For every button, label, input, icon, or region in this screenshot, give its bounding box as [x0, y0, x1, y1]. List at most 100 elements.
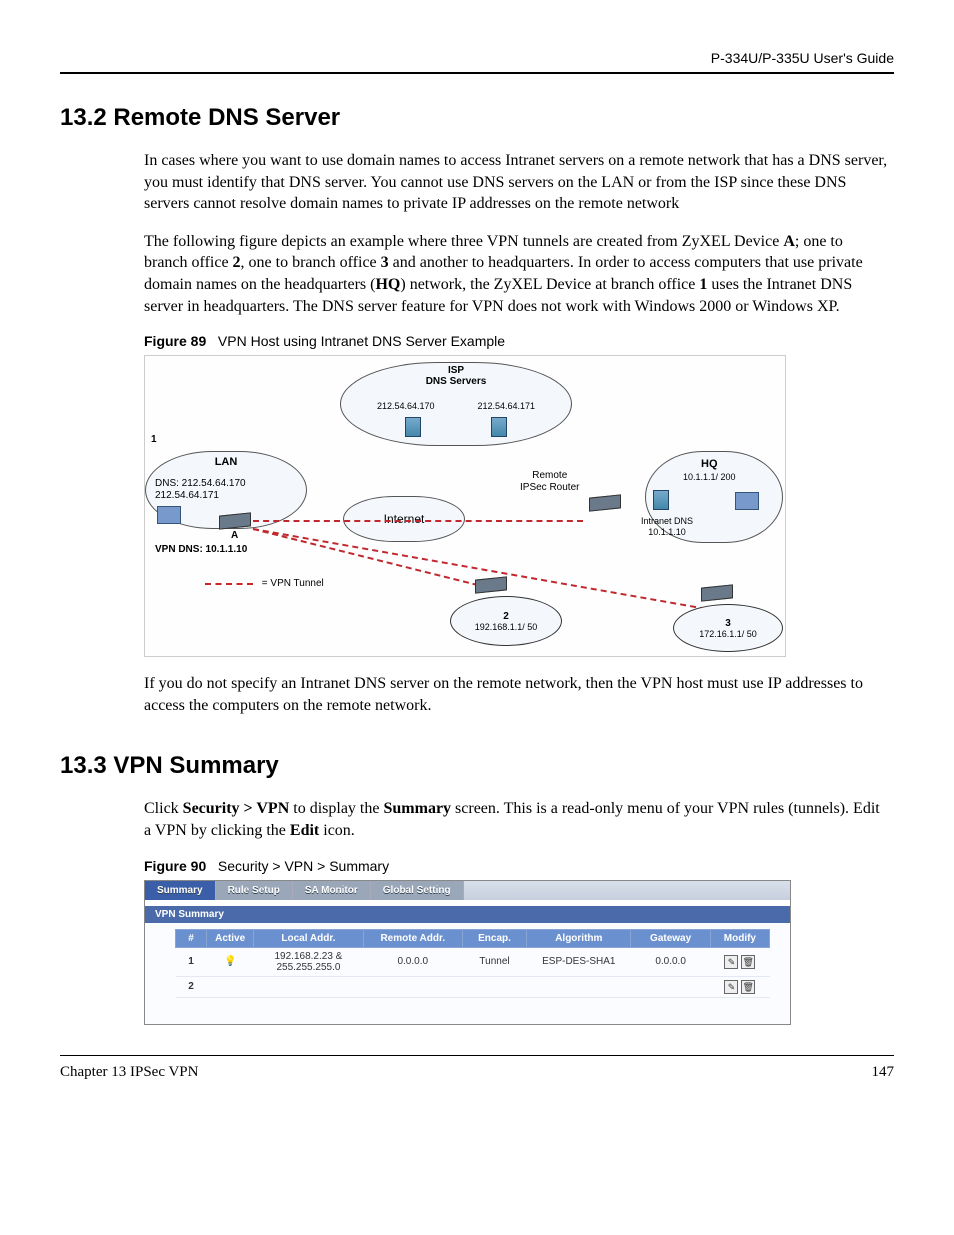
remote-t2: IPSec Router [520, 482, 579, 493]
sec132-para1: In cases where you want to use domain na… [144, 150, 890, 215]
ip-two: 192.168.1.1/ 50 [475, 622, 538, 632]
legend-swatch [205, 583, 253, 585]
node-2-ellipse: 2 192.168.1.1/ 50 [450, 596, 562, 646]
col-num: # [176, 929, 207, 947]
b: HQ [375, 276, 400, 293]
lan-title: LAN [146, 456, 306, 468]
vpn-tunnel-legend: = VPN Tunnel [205, 578, 324, 590]
fig89-text: VPN Host using Intranet DNS Server Examp… [218, 333, 505, 349]
remote-t1: Remote [532, 470, 567, 481]
cell-local: 192.168.2.23 & 255.255.255.0 [254, 947, 363, 976]
b: 3 [381, 254, 389, 271]
t: , one to branch office [241, 254, 381, 271]
footer-page: 147 [872, 1064, 895, 1081]
lan-pc-icon [157, 506, 181, 524]
cell-modify: ✎ 🗑 [710, 947, 769, 976]
footer: Chapter 13 IPSec VPN 147 [60, 1064, 894, 1081]
col-local: Local Addr. [254, 929, 363, 947]
remote-router-icon [589, 494, 621, 511]
node-3-ellipse: 3 172.16.1.1/ 50 [673, 604, 783, 652]
col-gateway: Gateway [631, 929, 710, 947]
footer-chapter: Chapter 13 IPSec VPN [60, 1064, 198, 1081]
fig89-label: Figure 89 [144, 333, 206, 349]
router-2-icon [475, 576, 507, 593]
isp-sub: DNS Servers [341, 376, 571, 387]
edit-icon[interactable]: ✎ [724, 980, 738, 994]
label-two: 2 [503, 611, 509, 622]
cell-modify: ✎ 🗑 [710, 976, 769, 997]
sec133-para1: Click Security > VPN to display the Summ… [144, 798, 890, 841]
tunnel-line-hq [253, 520, 583, 522]
sec132-para2: The following figure depicts an example … [144, 231, 890, 317]
figure-89-diagram: ISP DNS Servers 212.54.64.170 212.54.64.… [144, 355, 786, 657]
label-three: 3 [725, 618, 731, 629]
section-13-2-heading: 13.2 Remote DNS Server [60, 104, 894, 132]
vpn-table-area: # Active Local Addr. Remote Addr. Encap.… [145, 923, 790, 1024]
hq-pc-icon [735, 492, 759, 510]
sec132-para3: If you do not specify an Intranet DNS se… [144, 673, 890, 716]
table-row: 2 ✎ 🗑 [176, 976, 770, 997]
col-algo: Algorithm [527, 929, 631, 947]
delete-icon[interactable]: 🗑 [741, 980, 755, 994]
cell-encap: Tunnel [462, 947, 526, 976]
isp-ip1: 212.54.64.170 [377, 401, 435, 411]
edit-icon[interactable]: ✎ [724, 955, 738, 969]
col-modify: Modify [710, 929, 769, 947]
footer-rule [60, 1055, 894, 1056]
lan-dns: DNS: 212.54.64.170 212.54.64.171 [155, 478, 246, 502]
tab-sa-monitor[interactable]: SA Monitor [293, 881, 371, 900]
lan-dns1: DNS: 212.54.64.170 [155, 478, 246, 489]
table-row: 1 💡 192.168.2.23 & 255.255.255.0 0.0.0.0… [176, 947, 770, 976]
fig90-label: Figure 90 [144, 858, 206, 874]
intranet-dns-label: Intranet DNS 10.1.1.10 [641, 516, 693, 538]
b: A [783, 233, 795, 250]
cell-gw: 0.0.0.0 [631, 947, 710, 976]
cell-active: 💡 [207, 947, 254, 976]
col-active: Active [207, 929, 254, 947]
b: Security > VPN [183, 800, 290, 817]
figure-89-caption: Figure 89 VPN Host using Intranet DNS Se… [144, 333, 894, 349]
legend-text: = VPN Tunnel [262, 578, 324, 589]
lan-dns2: 212.54.64.171 [155, 490, 219, 501]
internet-cloud: Internet [343, 496, 465, 542]
t: icon. [319, 822, 355, 839]
b: Edit [290, 822, 319, 839]
router-3-icon [701, 584, 733, 601]
b: Summary [383, 800, 451, 817]
header-guide-title: P-334U/P-335U User's Guide [60, 50, 894, 66]
cell-num: 2 [176, 976, 207, 997]
t: to display the [289, 800, 383, 817]
vpn-tabs: Summary Rule Setup SA Monitor Global Set… [145, 881, 790, 900]
remote-label: Remote IPSec Router [520, 470, 579, 494]
label-one: 1 [151, 434, 157, 446]
isp-server1-icon [405, 417, 421, 437]
bulb-icon: 💡 [224, 956, 236, 967]
l1: 192.168.2.23 & [275, 951, 343, 962]
hq-ip: 10.1.1.1/ 200 [683, 472, 736, 483]
l2: 255.255.255.0 [276, 962, 340, 973]
cell-remote: 0.0.0.0 [363, 947, 462, 976]
b: 2 [233, 254, 241, 271]
t: The following figure depicts an example … [144, 233, 783, 250]
fig90-text: Security > VPN > Summary [218, 858, 389, 874]
isp-server2-icon [491, 417, 507, 437]
table-header-row: # Active Local Addr. Remote Addr. Encap.… [176, 929, 770, 947]
tab-summary[interactable]: Summary [145, 881, 216, 900]
tab-rule-setup[interactable]: Rule Setup [216, 881, 293, 900]
t: Click [144, 800, 183, 817]
label-a: A [231, 530, 238, 542]
intranet-server-icon [653, 490, 669, 510]
section-13-3-heading: 13.3 VPN Summary [60, 752, 894, 780]
cell-num: 1 [176, 947, 207, 976]
delete-icon[interactable]: 🗑 [741, 955, 755, 969]
header-rule [60, 72, 894, 74]
isp-cloud: ISP DNS Servers 212.54.64.170 212.54.64.… [340, 362, 572, 446]
l1: Intranet DNS [641, 516, 693, 526]
isp-title: ISP [341, 365, 571, 376]
hq-title: HQ [701, 458, 718, 471]
l2: 10.1.1.10 [648, 527, 686, 537]
t: ) network, the ZyXEL Device at branch of… [400, 276, 699, 293]
col-remote: Remote Addr. [363, 929, 462, 947]
tab-global-setting[interactable]: Global Setting [371, 881, 464, 900]
vpn-dns-label: VPN DNS: 10.1.1.10 [155, 544, 247, 556]
